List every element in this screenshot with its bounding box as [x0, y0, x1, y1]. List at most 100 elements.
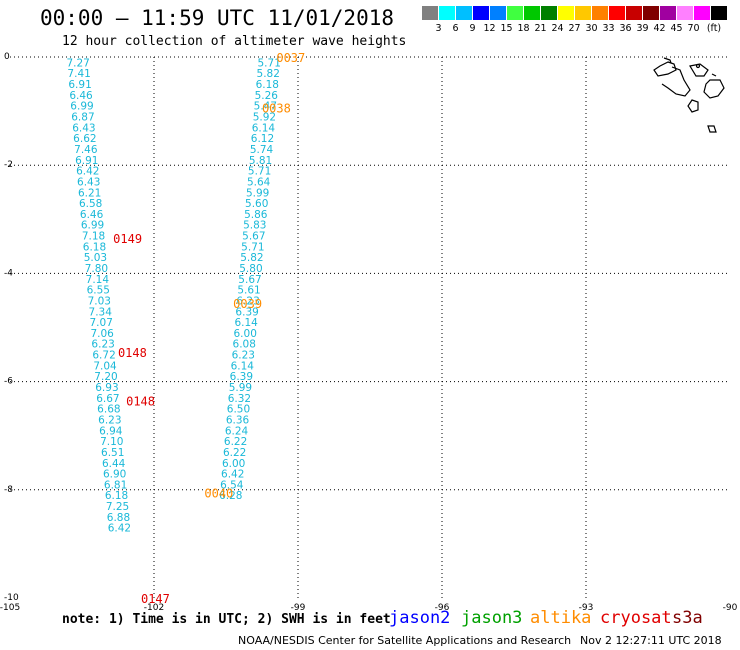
swh-value: 6.39 — [235, 306, 258, 318]
colorbar-swatch — [694, 6, 710, 20]
colorbar-swatch — [711, 6, 727, 20]
colorbar-label: 21 — [534, 23, 547, 34]
swh-value: 5.80 — [239, 263, 262, 275]
legend-jason2: jason2 — [389, 608, 451, 628]
y-tick-label: 0 — [4, 52, 10, 62]
swh-value: 5.61 — [237, 285, 260, 297]
swh-value: 5.99 — [229, 382, 252, 394]
swh-value: 7.07 — [90, 317, 113, 329]
swh-value: 6.12 — [251, 133, 274, 145]
colorbar-swatch — [541, 6, 557, 20]
swh-value: 6.58 — [79, 198, 102, 210]
colorbar-label: 15 — [500, 23, 513, 34]
swh-value: 6.23 — [236, 295, 259, 307]
colorbar-label: 30 — [585, 23, 598, 34]
pass-time-label: 0038 — [262, 101, 291, 115]
colorbar-label: 70 — [687, 23, 700, 34]
colorbar-swatch — [677, 6, 693, 20]
swh-value: 6.99 — [70, 101, 93, 113]
legend-cryosat: cryosat — [600, 608, 672, 628]
colorbar-swatch — [490, 6, 506, 20]
swh-value: 6.24 — [225, 425, 249, 437]
swh-value: 5.83 — [243, 220, 266, 232]
swh-value: 5.47 — [254, 101, 277, 113]
swh-value: 7.06 — [90, 328, 114, 340]
pass-time-labels: 0037 0038 0039 0040 0149 0148 0148 0147 — [113, 51, 305, 606]
swh-value: 6.68 — [97, 404, 120, 416]
swh-value: 5.03 — [84, 252, 107, 264]
y-tick-label: -2 — [4, 160, 13, 170]
swh-value: 7.46 — [74, 144, 98, 156]
swh-value: 5.64 — [247, 176, 271, 188]
swh-value: 6.72 — [92, 350, 115, 362]
swh-tracks: 7.277.416.916.466.996.876.436.627.466.91… — [66, 57, 280, 534]
swh-value: 6.87 — [71, 112, 94, 124]
colorbar-swatch — [473, 6, 489, 20]
swh-value: 5.92 — [253, 112, 276, 124]
x-tick-label: -96 — [435, 603, 450, 613]
swh-value: 6.39 — [230, 371, 253, 383]
colorbar-swatch — [422, 6, 438, 20]
colorbar-label: 12 — [483, 23, 496, 34]
swh-value: 6.22 — [223, 447, 246, 459]
swh-value: 6.21 — [78, 187, 101, 199]
swh-value: 5.67 — [238, 274, 261, 286]
y-tick-label: -4 — [4, 268, 13, 278]
galapagos-islands-outline — [653, 57, 725, 133]
swh-value: 7.18 — [82, 231, 105, 243]
colorbar-label: 27 — [568, 23, 581, 34]
legend-jason3: jason3 — [461, 608, 523, 628]
swh-value: 6.81 — [104, 479, 127, 491]
colorbar-swatch — [507, 6, 523, 20]
swh-value: 6.00 — [234, 328, 257, 340]
swh-value: 6.99 — [81, 220, 104, 232]
colorbar-swatch — [626, 6, 642, 20]
colorbar-swatch — [456, 6, 472, 20]
color-scale-legend: 3 6 9 12 15 18 21 24 27 30 33 36 39 42 45 70 (ft) — [422, 6, 728, 36]
colorbar-swatch — [558, 6, 574, 20]
swh-value: 6.46 — [69, 90, 93, 102]
swh-value: 6.36 — [226, 414, 250, 426]
swh-value: 5.81 — [249, 155, 272, 167]
swh-value: 7.20 — [94, 371, 117, 383]
swh-value: 6.42 — [76, 166, 99, 178]
legend-altika: altika — [530, 608, 592, 628]
colorbar-swatch — [524, 6, 540, 20]
swh-value: 6.18 — [83, 241, 106, 253]
colorbar-label: 36 — [619, 23, 632, 34]
swh-value: 5.26 — [255, 90, 279, 102]
x-tick-label: -93 — [579, 603, 594, 613]
swh-value: 7.14 — [86, 274, 110, 286]
pass-time-label: 0037 — [276, 51, 305, 65]
swh-value: 6.50 — [227, 404, 250, 416]
swh-value: 7.04 — [93, 360, 117, 372]
swh-value: 6.43 — [77, 176, 100, 188]
legend-s3a: s3a — [672, 608, 703, 628]
swh-value: 6.90 — [103, 469, 126, 481]
swh-value: 6.32 — [228, 393, 251, 405]
colorbar-unit: (ft) — [706, 23, 722, 34]
swh-value: 5.71 — [241, 241, 264, 253]
pass-time-label: 0148 — [126, 395, 155, 409]
pass-time-label: 0148 — [118, 346, 147, 360]
colorbar-label: 33 — [602, 23, 615, 34]
swh-value: 6.42 — [108, 523, 131, 535]
swh-value: 6.08 — [233, 339, 256, 351]
chart-subtitle: 12 hour collection of altimeter wave hei… — [62, 34, 407, 49]
swh-value: 6.22 — [224, 436, 247, 448]
x-tick-label: -102 — [144, 603, 164, 613]
swh-value: 6.23 — [98, 414, 121, 426]
units-note: note: 1) Time is in UTC; 2) SWH is in fe… — [62, 612, 391, 627]
swh-value: 5.74 — [250, 144, 274, 156]
x-tick-label: -99 — [291, 603, 306, 613]
colorbar-swatch — [592, 6, 608, 20]
colorbar-swatch — [439, 6, 455, 20]
swh-value: 7.80 — [85, 263, 108, 275]
swh-value: 6.14 — [231, 360, 255, 372]
x-tick-label: -90 — [723, 603, 738, 613]
colorbar-label: 6 — [452, 23, 459, 34]
swh-value: 7.25 — [106, 501, 129, 513]
swh-value: 5.99 — [246, 187, 269, 199]
colorbar-swatch — [575, 6, 591, 20]
swh-value: 6.46 — [80, 209, 104, 221]
